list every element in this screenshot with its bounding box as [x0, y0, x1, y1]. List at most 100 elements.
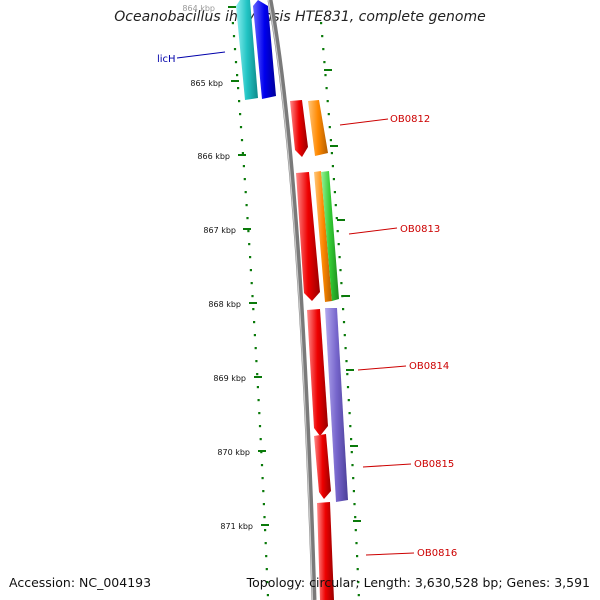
scale-dots-right	[320, 22, 360, 597]
gene-OB0816-red[interactable]	[317, 502, 334, 600]
licH-leader	[176, 51, 226, 59]
tick-label: 867 kbp	[203, 226, 236, 235]
OB0815-leader	[362, 463, 412, 468]
scale-dot	[260, 464, 264, 467]
scale-dot	[331, 165, 334, 168]
scale-dot	[334, 204, 337, 207]
scale-dot	[262, 503, 265, 506]
tick-label: 864 kbp	[182, 4, 215, 13]
scale-dot	[266, 594, 269, 597]
scale-dot	[321, 35, 324, 38]
scale-dot	[242, 165, 245, 168]
scale-dot	[256, 386, 259, 389]
scale-dot	[352, 490, 355, 493]
tick-label: 871 kbp	[220, 522, 253, 531]
scale-dot	[345, 360, 348, 363]
OB0816-leader	[365, 552, 415, 556]
scale-dot	[320, 22, 323, 25]
gene-OB0815-red[interactable]	[314, 434, 331, 499]
scale-dot	[346, 373, 349, 376]
scale-dot	[247, 230, 250, 233]
gene-label-licH[interactable]: licH	[157, 54, 176, 65]
scale-dot	[348, 412, 351, 415]
scale-dot	[354, 516, 357, 519]
scale-dot	[243, 178, 246, 181]
scale-dot	[240, 139, 244, 142]
gene-OB0814-red[interactable]	[307, 309, 328, 436]
scale-dot	[333, 191, 336, 194]
gene-licH-neighbor-cyan[interactable]	[236, 0, 258, 100]
scale-dot	[357, 594, 360, 597]
scale-ticks: 864 kbp 865 kbp 866 kbp 867 kbp 868 kbp …	[182, 4, 269, 531]
scale-dot	[239, 113, 242, 116]
genome-backbone-highlight	[267, 0, 314, 600]
OB0812-leader	[339, 118, 389, 126]
scale-dot	[239, 126, 243, 129]
scale-dot	[249, 256, 252, 259]
topology-text: Topology: circular; Length: 3,630,528 bp…	[246, 575, 590, 590]
scale-dot	[323, 61, 326, 64]
scale-dot	[233, 48, 237, 51]
scale-dot	[338, 256, 341, 259]
gene-label-OB0813[interactable]: OB0813	[400, 224, 440, 235]
gene-licH-blue[interactable]	[253, 0, 276, 99]
gene-label-OB0814[interactable]: OB0814	[409, 361, 449, 372]
scale-dot	[262, 490, 265, 493]
scale-dot	[265, 568, 268, 571]
scale-dot	[324, 74, 327, 77]
tick-label: 868 kbp	[208, 300, 241, 309]
tick-label: 865 kbp	[190, 79, 223, 88]
gene-OB0813-green[interactable]	[321, 171, 339, 301]
scale-dot	[236, 74, 239, 77]
gene-OB0812-red[interactable]	[290, 100, 308, 157]
scale-dot	[343, 334, 346, 337]
genome-backbone	[267, 0, 317, 600]
scale-dot	[354, 529, 357, 532]
scale-dot	[322, 48, 325, 51]
scale-dot	[351, 464, 354, 467]
tick-label: 870 kbp	[217, 448, 250, 457]
scale-dot	[332, 178, 335, 181]
gene-OB0814-purple[interactable]	[325, 308, 348, 502]
scale-dot	[250, 282, 253, 285]
scale-dot	[336, 230, 339, 233]
scale-dot	[346, 386, 350, 389]
scale-dot	[254, 347, 257, 350]
scale-dot	[356, 555, 359, 558]
scale-dot	[263, 516, 266, 519]
gene-OB0812-orange[interactable]	[308, 100, 328, 156]
gene-OB0813-orange[interactable]	[314, 171, 332, 302]
scale-dot	[252, 308, 255, 311]
scale-dot	[261, 477, 264, 480]
scale-dot	[335, 217, 338, 220]
scale-ticks-right	[324, 69, 361, 522]
scale-dot	[340, 282, 343, 285]
scale-dot	[245, 204, 248, 207]
scale-dot	[347, 399, 350, 402]
scale-dot	[342, 308, 345, 311]
scale-dot	[258, 412, 261, 415]
gene-label-OB0815[interactable]: OB0815	[414, 459, 454, 470]
scale-dot	[237, 87, 240, 90]
scale-dot	[327, 113, 330, 116]
OB0813-leader	[348, 227, 398, 235]
gene-label-OB0812[interactable]: OB0812	[390, 114, 430, 125]
scale-dot	[232, 35, 236, 38]
scale-dot	[231, 22, 234, 25]
scale-dot	[350, 451, 353, 454]
scale-dot	[265, 555, 268, 558]
scale-dot	[266, 581, 269, 584]
scale-dot	[350, 438, 353, 441]
gene-OB0813-red[interactable]	[296, 172, 320, 301]
scale-dot	[244, 191, 247, 194]
gene-label-OB0816[interactable]: OB0816	[417, 548, 457, 559]
scale-dot	[356, 568, 359, 571]
scale-dot	[344, 347, 347, 350]
OB0814-leader	[357, 365, 407, 371]
scale-dot	[259, 438, 262, 441]
scale-dot	[253, 334, 256, 337]
scale-dot	[328, 126, 331, 129]
scale-dot	[238, 100, 241, 103]
scale-dot	[248, 243, 251, 246]
